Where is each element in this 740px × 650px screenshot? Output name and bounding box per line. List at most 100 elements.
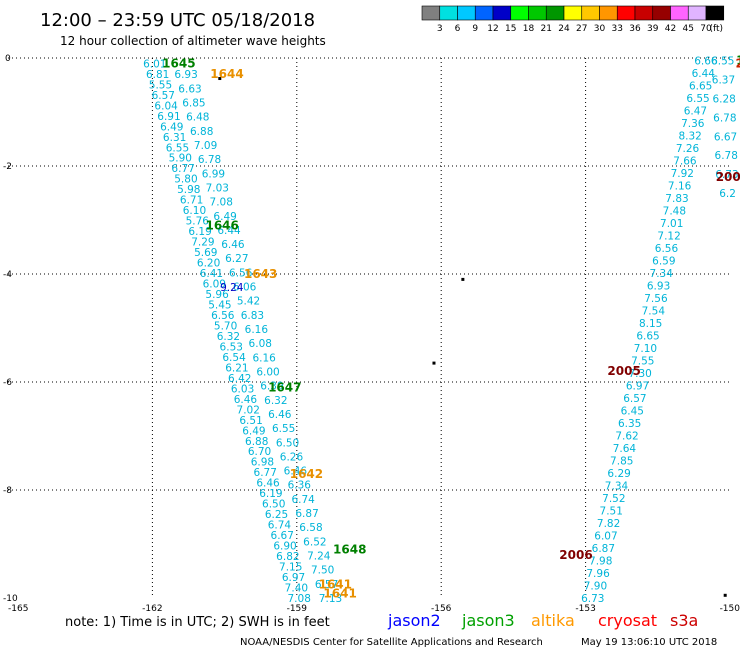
swh-value-jason3: 7.29 bbox=[191, 237, 214, 249]
swh-value-cryosat: 6.57 bbox=[623, 393, 646, 405]
colorbar-tick-label: 36 bbox=[629, 24, 641, 34]
pass-time-label: 1642 bbox=[290, 467, 323, 481]
swh-value-altika: 6.58 bbox=[299, 522, 322, 534]
colorbar-tick-label: 30 bbox=[594, 24, 606, 34]
point-marker bbox=[218, 77, 222, 81]
swh-value-altika: 6.56 bbox=[229, 267, 253, 279]
swh-value-s3a: 6.78 bbox=[713, 112, 736, 124]
swh-value-jason3: 6.25 bbox=[265, 509, 288, 521]
swh-value-jason3: 5.55 bbox=[149, 79, 172, 91]
swh-value-cryosat: 7.64 bbox=[613, 443, 637, 455]
y-tick-label: -6 bbox=[3, 378, 12, 388]
swh-value-cryosat: 7.96 bbox=[586, 568, 610, 580]
swh-value-jason3: 6.77 bbox=[171, 163, 194, 175]
swh-value-cryosat: 7.92 bbox=[671, 168, 694, 180]
swh-value-jason3: 7.40 bbox=[285, 583, 308, 595]
swh-value-jason3: 6.97 bbox=[282, 572, 305, 584]
colorbar-unit: (ft) bbox=[709, 24, 723, 34]
colorbar-tick-label: 42 bbox=[665, 24, 676, 34]
y-tick-label: -10 bbox=[3, 594, 18, 604]
colorbar-swatch bbox=[599, 5, 618, 21]
chart-title: 12:00 – 23:59 UTC 05/18/2018 bbox=[40, 10, 315, 31]
swh-value-jason3: 5.96 bbox=[205, 289, 229, 301]
colorbar-swatch bbox=[670, 5, 689, 21]
swh-value-jason3: 6.46 bbox=[234, 394, 258, 406]
swh-value-jason3: 6.32 bbox=[217, 331, 240, 343]
y-tick-label: 0 bbox=[5, 54, 11, 64]
pass-time-label: 2006 bbox=[559, 548, 592, 562]
swh-value-jason3: 5.45 bbox=[208, 299, 231, 311]
legend-cryosat: cryosat bbox=[598, 611, 657, 630]
swh-value-cryosat: 6.45 bbox=[621, 406, 644, 418]
colorbar-tick-label: 70 bbox=[700, 24, 712, 34]
point-marker bbox=[432, 361, 436, 365]
swh-value-s3a: 6.78 bbox=[715, 150, 738, 162]
swh-value-cryosat: 6.35 bbox=[618, 418, 641, 430]
legend-s3a: s3a bbox=[670, 611, 698, 630]
swh-value-cryosat: 8.32 bbox=[678, 131, 701, 143]
swh-value-jason3: 6.20 bbox=[197, 258, 220, 270]
x-tick-label: -153 bbox=[575, 604, 595, 614]
credit-text: NOAA/NESDIS Center for Satellite Applica… bbox=[240, 637, 543, 648]
colorbar-tick-label: 3 bbox=[437, 24, 443, 34]
pass-time-label: 2004 bbox=[716, 170, 740, 184]
swh-value-cryosat: 7.82 bbox=[597, 518, 620, 530]
colorbar-swatch bbox=[634, 5, 654, 21]
pass-time-label: 1641 bbox=[319, 578, 352, 592]
swh-value-cryosat: 7.10 bbox=[634, 343, 657, 355]
swh-value-jason3: 6.55 bbox=[166, 142, 189, 154]
swh-value-cryosat: 7.01 bbox=[660, 218, 683, 230]
pass-time-label: 1644 bbox=[210, 67, 243, 81]
swh-value-altika: 6.44 bbox=[217, 225, 241, 237]
swh-value-s3a: 6.73 bbox=[715, 169, 738, 181]
swh-value-cryosat: 6.65 bbox=[636, 331, 659, 343]
swh-value-cryosat: 7.90 bbox=[584, 581, 607, 593]
swh-value-altika: 6.99 bbox=[202, 168, 225, 180]
swh-value-jason3: 6.54 bbox=[222, 352, 246, 364]
swh-value-cryosat: 7.54 bbox=[642, 306, 666, 318]
swh-value-cryosat: 6.07 bbox=[594, 531, 617, 543]
colorbar-swatch bbox=[492, 5, 512, 21]
x-tick-label: -165 bbox=[8, 604, 28, 614]
swh-value-jason3: 6.49 bbox=[160, 121, 183, 133]
swh-value-jason3: 6.57 bbox=[152, 90, 175, 102]
colorbar-swatch bbox=[510, 5, 529, 21]
colorbar-tick-label: 9 bbox=[472, 24, 478, 34]
swh-value-jason3: 6.41 bbox=[200, 268, 223, 280]
grid-lines bbox=[8, 57, 730, 598]
swh-value-jason3: 6.09 bbox=[203, 279, 226, 291]
swh-value-altika: 6.52 bbox=[303, 536, 326, 548]
swh-value-jason3: 7.02 bbox=[237, 404, 260, 416]
colorbar-tick-label: 6 bbox=[455, 24, 461, 34]
swh-value-altika: 6.46 bbox=[221, 239, 245, 251]
swh-value-altika: 7.50 bbox=[311, 565, 334, 577]
pass-time-label: 2 bbox=[735, 56, 740, 70]
swh-value-jason3: 6.49 bbox=[242, 425, 265, 437]
swh-value-cryosat: 7.56 bbox=[644, 293, 668, 305]
swh-value-cryosat: 6.93 bbox=[647, 281, 670, 293]
swh-value-cryosat: 7.98 bbox=[589, 556, 612, 568]
swh-value-cryosat: 7.30 bbox=[628, 368, 651, 380]
swh-value-altika: 5.42 bbox=[237, 296, 260, 308]
swh-value-altika: 6.46 bbox=[284, 466, 308, 478]
swh-value-cryosat: 8.15 bbox=[639, 318, 662, 330]
swh-value-altika: 6.08 bbox=[249, 338, 272, 350]
swh-value-jason2: 9.24 bbox=[220, 282, 244, 294]
colorbar-tick-label: 12 bbox=[487, 24, 498, 34]
swh-value-altika: 6.63 bbox=[178, 83, 201, 95]
swh-value-altika: 7.09 bbox=[194, 140, 217, 152]
swh-value-altika: 6.06 bbox=[233, 282, 257, 294]
swh-value-altika: 7.13 bbox=[319, 593, 342, 605]
colorbar-swatch bbox=[581, 5, 600, 21]
swh-value-jason3: 5.80 bbox=[174, 174, 197, 186]
swh-value-jason3: 6.21 bbox=[225, 362, 248, 374]
pass-time-label: 1648 bbox=[333, 542, 366, 556]
swh-value-altika: 6.27 bbox=[225, 253, 248, 265]
legend-jason3: jason3 bbox=[461, 611, 515, 630]
swh-value-jason3: 6.10 bbox=[183, 205, 206, 217]
timestamp-text: May 19 13:06:10 UTC 2018 bbox=[581, 637, 717, 648]
y-tick-label: -4 bbox=[3, 270, 12, 280]
y-tick-label: -2 bbox=[3, 162, 12, 172]
